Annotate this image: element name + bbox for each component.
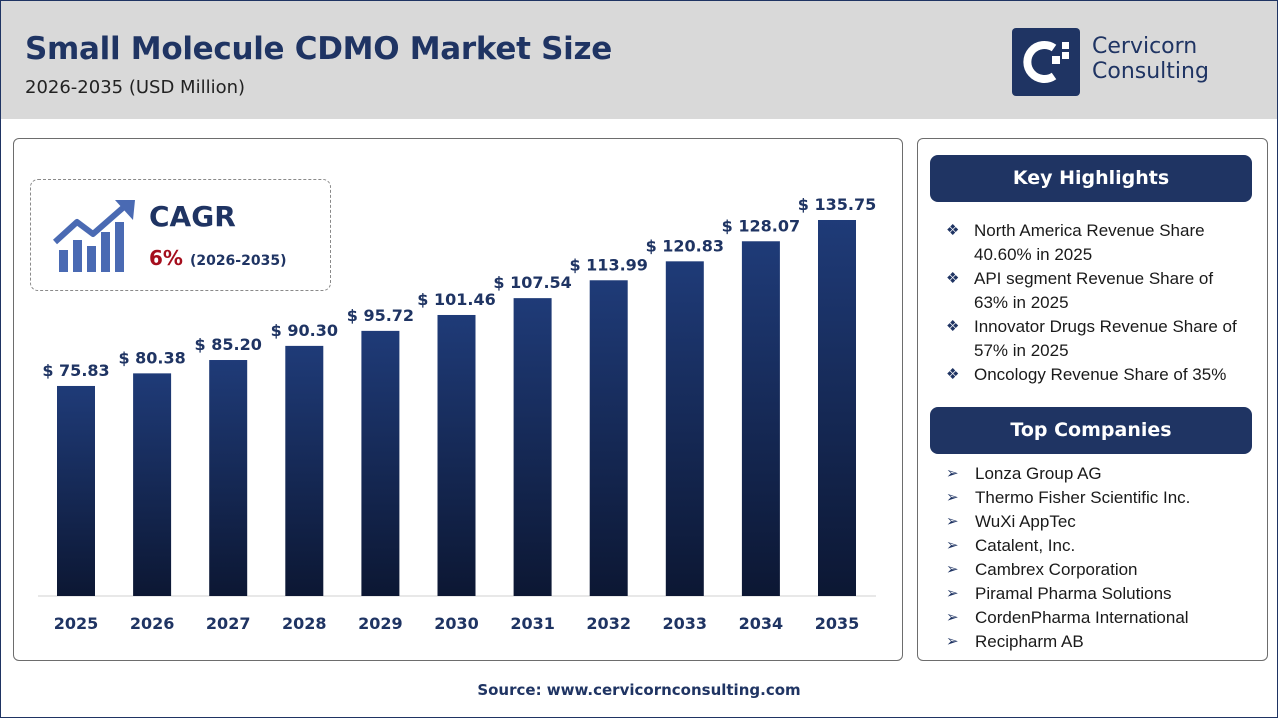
- bar-2027: [209, 360, 248, 596]
- arrow-right-icon: ➢: [946, 633, 959, 650]
- company-item: ➢ Lonza Group AG: [946, 462, 1256, 486]
- logo-line-1: Cervicorn: [1092, 34, 1198, 59]
- x-tick-2028: 2028: [282, 614, 327, 633]
- x-tick-2032: 2032: [586, 614, 631, 633]
- logo-line-2: Consulting: [1092, 59, 1209, 84]
- cagr-box: CAGR 6% (2026-2035): [30, 179, 331, 291]
- company-item: ➢ WuXi AppTec: [946, 510, 1256, 534]
- diamond-cluster-icon: ❖: [946, 222, 960, 239]
- logo-text: Cervicorn Consulting: [1092, 34, 1209, 84]
- highlight-line: Innovator Drugs Revenue Share of: [974, 317, 1237, 336]
- data-label-2032: $ 113.99: [569, 255, 647, 274]
- data-label-2027: $ 85.20: [195, 335, 262, 354]
- growth-chart-icon: [53, 200, 135, 272]
- data-label-2030: $ 101.46: [417, 290, 495, 309]
- highlight-line: North America Revenue Share: [974, 221, 1205, 240]
- bar-2031: [513, 298, 552, 596]
- cagr-value-line: 6% (2026-2035): [149, 246, 286, 270]
- company-name: Piramal Pharma Solutions: [975, 584, 1172, 603]
- data-label-2035: $ 135.75: [798, 195, 876, 214]
- highlight-line: API segment Revenue Share of: [974, 269, 1214, 288]
- arrow-right-icon: ➢: [946, 585, 959, 602]
- data-label-2031: $ 107.54: [493, 273, 571, 292]
- highlight-item: ❖ API segment Revenue Share of 63% in 20…: [946, 267, 1256, 315]
- company-item: ➢ Piramal Pharma Solutions: [946, 582, 1256, 606]
- brand-logo: Cervicorn Consulting: [1012, 28, 1232, 98]
- data-label-2026: $ 80.38: [118, 348, 185, 367]
- bar-2035: [818, 220, 856, 596]
- diamond-cluster-icon: ❖: [946, 366, 960, 383]
- cagr-label: CAGR: [149, 200, 236, 233]
- arrow-right-icon: ➢: [946, 465, 959, 482]
- x-tick-2025: 2025: [54, 614, 99, 633]
- highlights-list: ❖ North America Revenue Share 40.60% in …: [946, 219, 1256, 387]
- company-item: ➢ Thermo Fisher Scientific Inc.: [946, 486, 1256, 510]
- highlight-line: 40.60% in 2025: [974, 245, 1093, 264]
- companies-list: ➢ Lonza Group AG ➢ Thermo Fisher Scientifi…: [946, 462, 1256, 654]
- x-tick-2029: 2029: [358, 614, 403, 633]
- company-name: Lonza Group AG: [975, 464, 1102, 483]
- x-tick-2030: 2030: [434, 614, 479, 633]
- arrow-right-icon: ➢: [946, 609, 959, 626]
- company-name: Catalent, Inc.: [975, 536, 1076, 555]
- highlight-line: 63% in 2025: [974, 293, 1069, 312]
- x-tick-2034: 2034: [739, 614, 784, 633]
- x-tick-2027: 2027: [206, 614, 251, 633]
- header-bar: Small Molecule CDMO Market Size 2026-203…: [1, 1, 1277, 119]
- data-label-2034: $ 128.07: [722, 216, 800, 235]
- bar-2028: [285, 345, 324, 596]
- company-item: ➢ Catalent, Inc.: [946, 534, 1256, 558]
- arrow-right-icon: ➢: [946, 561, 959, 578]
- company-name: CordenPharma International: [975, 608, 1189, 627]
- bar-2029: [361, 330, 400, 596]
- arrow-right-icon: ➢: [946, 489, 959, 506]
- source-note: Source: www.cervicornconsulting.com: [477, 681, 801, 699]
- x-tick-2031: 2031: [510, 614, 555, 633]
- arrow-right-icon: ➢: [946, 537, 959, 554]
- bar-2034: [741, 241, 780, 597]
- diamond-cluster-icon: ❖: [946, 318, 960, 335]
- x-tick-2026: 2026: [130, 614, 175, 633]
- side-panel: [917, 138, 1268, 661]
- company-name: Cambrex Corporation: [975, 560, 1138, 579]
- top-companies-heading: Top Companies: [930, 407, 1252, 454]
- page-title: Small Molecule CDMO Market Size: [25, 31, 612, 67]
- company-item: ➢ CordenPharma International: [946, 606, 1256, 630]
- bar-2032: [589, 280, 628, 596]
- company-item: ➢ Cambrex Corporation: [946, 558, 1256, 582]
- company-name: Recipharm AB: [975, 632, 1084, 651]
- data-label-2028: $ 90.30: [271, 321, 338, 340]
- bar-2026: [133, 373, 172, 596]
- logo-mark-icon: [1012, 28, 1080, 96]
- company-item: ➢ Recipharm AB: [946, 630, 1256, 654]
- highlight-item: ❖ North America Revenue Share 40.60% in …: [946, 219, 1256, 267]
- highlight-item: ❖ Oncology Revenue Share of 35%: [946, 363, 1256, 387]
- bar-2030: [437, 314, 476, 596]
- highlight-line: Oncology Revenue Share of 35%: [974, 365, 1227, 384]
- bar-chart: $ 75.83 2025 $ 80.38 2026 $ 85.20 2027 $ 90.30…: [38, 195, 876, 633]
- company-name: WuXi AppTec: [975, 512, 1076, 531]
- page-subtitle: 2026-2035 (USD Million): [25, 77, 246, 98]
- bar-2025: [57, 385, 95, 596]
- diamond-cluster-icon: ❖: [946, 270, 960, 287]
- x-tick-2033: 2033: [663, 614, 708, 633]
- company-name: Thermo Fisher Scientific Inc.: [975, 488, 1191, 507]
- cagr-value: 6%: [149, 246, 183, 270]
- x-tick-2035: 2035: [815, 614, 860, 633]
- highlight-item: ❖ Innovator Drugs Revenue Share of 57% i…: [946, 315, 1256, 363]
- arrow-right-icon: ➢: [946, 513, 959, 530]
- data-label-2033: $ 120.83: [646, 236, 724, 255]
- cagr-period: (2026-2035): [189, 253, 287, 269]
- data-label-2029: $ 95.72: [347, 306, 414, 325]
- highlight-line: 57% in 2025: [974, 341, 1069, 360]
- bar-2033: [665, 261, 704, 596]
- key-highlights-heading: Key Highlights: [930, 155, 1252, 202]
- data-label-2025: $ 75.83: [42, 361, 109, 380]
